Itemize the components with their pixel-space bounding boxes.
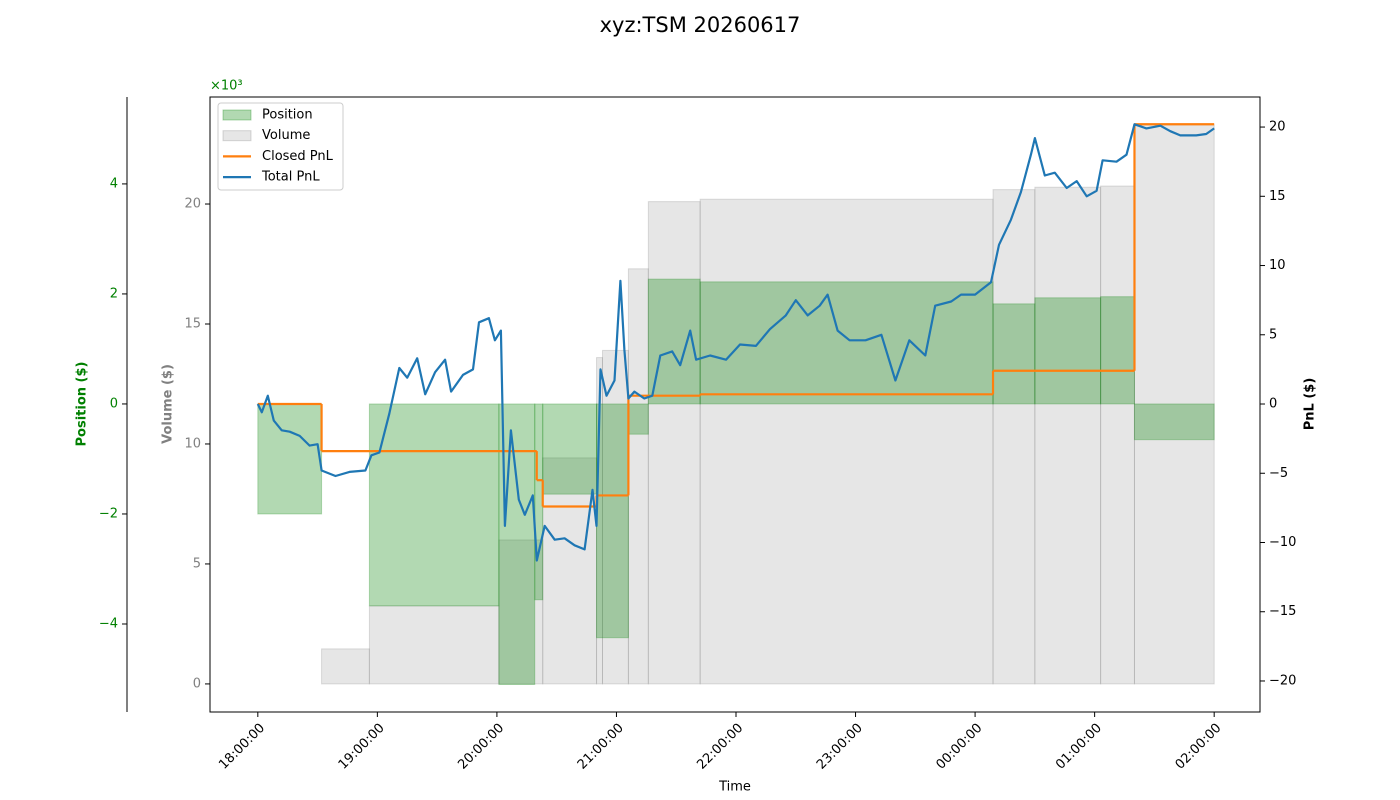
area-step [699,281,994,405]
area-step [321,648,370,685]
area-step [596,403,629,639]
y-tick-label: 20 [1269,120,1286,135]
x-axis-label: Time [718,780,751,795]
y-tick-label: −2 [99,506,118,521]
chart-title: xyz:TSM 20260617 [600,13,801,37]
y-tick-label: 15 [184,316,201,331]
y-tick-label: 5 [1269,327,1277,342]
legend-label: Closed PnL [262,149,334,164]
y-tick-label: −5 [1269,466,1288,481]
legend-swatch [222,109,252,121]
y-tick-label: 4 [110,176,118,191]
area-step [498,539,544,685]
y-tick-label: 5 [193,556,201,571]
y-tick-label: 15 [1269,189,1286,204]
legend-label: Total PnL [261,170,320,185]
area-step [542,457,598,685]
legend-box [217,102,344,191]
area-step [1034,186,1102,685]
y-tick-label: 2 [110,286,118,301]
area-step [602,349,629,685]
y-tick-label: −15 [1269,604,1296,619]
area-step [534,403,544,601]
area-step [1133,124,1215,685]
y-tick-label: −20 [1269,673,1296,688]
y-tick-label: 0 [110,396,118,411]
y-axis-label: Position ($) [75,362,90,447]
area-step [1034,297,1102,405]
area-step [1100,185,1135,685]
area-step [368,403,500,607]
y-tick-label: 10 [1269,258,1286,273]
area-step [627,403,649,435]
y-axis-label: PnL ($) [1303,378,1318,431]
legend-label: Position [262,108,313,123]
y-tick-label: 0 [1269,397,1277,412]
area-step [992,303,1036,405]
y-tick-label: −4 [99,616,118,631]
y-tick-label: 0 [193,676,201,691]
area-step [627,268,649,685]
line [256,123,1215,562]
y-tick-label: −10 [1269,535,1296,550]
area-step [1100,296,1135,405]
legend-swatch [222,130,252,142]
y-tick-label: 10 [184,436,201,451]
area-step [647,201,701,685]
area-step [542,403,598,495]
axis-offset-label: ×10³ [210,79,243,94]
area-step [257,403,323,515]
area-step [699,198,994,685]
y-axis-label: Volume ($) [161,364,176,444]
area-step [368,605,500,685]
legend-label: Volume [262,128,310,143]
y-tick-label: 20 [184,197,201,212]
area-step [1133,403,1215,441]
area-step [992,189,1036,685]
